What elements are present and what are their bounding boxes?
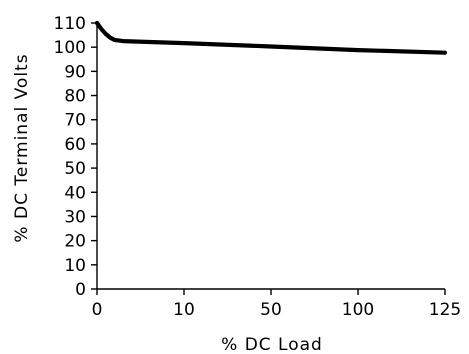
y-tick-label: 80 bbox=[64, 87, 86, 107]
x-tick-label: 10 bbox=[173, 300, 195, 320]
x-tick-label: 0 bbox=[92, 300, 103, 320]
series-layer bbox=[94, 20, 448, 55]
y-axis-title: % DC Terminal Volts bbox=[12, 53, 32, 242]
y-axis: 0 10 20 30 40 50 60 70 80 90 100 110 bbox=[54, 14, 98, 300]
y-tick-label: 40 bbox=[64, 183, 86, 203]
x-axis: 0 10 50 100 125 bbox=[92, 288, 461, 320]
y-tick-label: 110 bbox=[54, 14, 86, 34]
y-tick-label: 0 bbox=[75, 280, 86, 300]
y-tick-label: 90 bbox=[64, 62, 86, 82]
y-tick-label: 10 bbox=[64, 256, 86, 276]
y-tick-label: 30 bbox=[64, 207, 86, 227]
x-axis-title: % DC Load bbox=[221, 335, 323, 354]
x-tick-label: 100 bbox=[342, 300, 374, 320]
x-tick-label: 125 bbox=[429, 300, 461, 320]
voltage-curve bbox=[94, 20, 448, 55]
y-tick-label: 70 bbox=[64, 111, 86, 131]
x-tick-label: 50 bbox=[260, 300, 282, 320]
y-tick-label: 50 bbox=[64, 159, 86, 179]
y-tick-label: 100 bbox=[54, 38, 86, 58]
y-tick-label: 60 bbox=[64, 135, 86, 155]
y-tick-label: 20 bbox=[64, 232, 86, 252]
